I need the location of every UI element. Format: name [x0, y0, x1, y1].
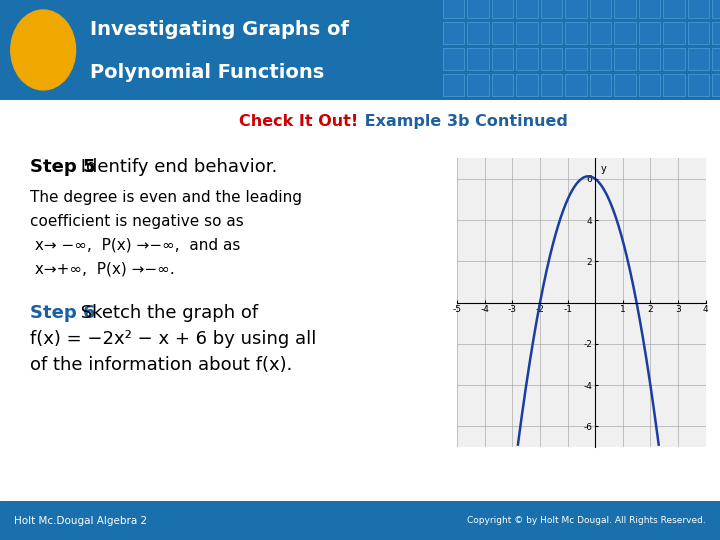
Text: f(x) = −2x² − x + 6 by using all: f(x) = −2x² − x + 6 by using all — [30, 330, 316, 348]
Bar — [590, 48, 611, 70]
Bar — [443, 74, 464, 96]
Text: Investigating Graphs of: Investigating Graphs of — [90, 21, 349, 39]
Bar — [467, 74, 489, 96]
Bar — [516, 48, 538, 70]
Bar — [639, 48, 660, 70]
Bar — [467, 22, 489, 44]
Text: Holt Mc.Dougal Algebra 2: Holt Mc.Dougal Algebra 2 — [14, 516, 148, 525]
Bar — [688, 22, 709, 44]
Text: Check It Out!: Check It Out! — [239, 114, 358, 129]
Bar — [614, 0, 636, 18]
Bar — [590, 74, 611, 96]
Bar — [492, 22, 513, 44]
Bar — [614, 22, 636, 44]
Bar — [565, 22, 587, 44]
Bar — [541, 22, 562, 44]
Bar — [516, 22, 538, 44]
Bar — [467, 0, 489, 18]
Bar — [688, 74, 709, 96]
Bar — [663, 0, 685, 18]
Bar — [712, 0, 720, 18]
Bar — [590, 22, 611, 44]
Bar — [688, 0, 709, 18]
Bar — [712, 48, 720, 70]
Bar — [516, 0, 538, 18]
Bar — [565, 0, 587, 18]
Ellipse shape — [11, 10, 76, 90]
Text: x→+∞,  P(x) →−∞.: x→+∞, P(x) →−∞. — [30, 262, 175, 277]
Text: x→ −∞,  P(x) →−∞,  and as: x→ −∞, P(x) →−∞, and as — [30, 238, 240, 253]
Bar — [492, 48, 513, 70]
Bar — [541, 0, 562, 18]
Text: Sketch the graph of: Sketch the graph of — [75, 304, 258, 322]
Text: Copyright © by Holt Mc Dougal. All Rights Reserved.: Copyright © by Holt Mc Dougal. All Right… — [467, 516, 706, 525]
Bar — [565, 48, 587, 70]
Bar — [443, 0, 464, 18]
Text: The degree is even and the leading: The degree is even and the leading — [30, 190, 302, 205]
Bar — [712, 74, 720, 96]
Bar — [516, 74, 538, 96]
Text: Polynomial Functions: Polynomial Functions — [90, 63, 324, 83]
Text: coefficient is negative so as: coefficient is negative so as — [30, 214, 244, 229]
Text: Example 3b Continued: Example 3b Continued — [359, 114, 568, 129]
Text: Identify end behavior.: Identify end behavior. — [75, 158, 277, 176]
Bar — [639, 0, 660, 18]
Bar — [663, 74, 685, 96]
Bar — [712, 22, 720, 44]
Bar — [492, 0, 513, 18]
Bar — [639, 22, 660, 44]
Bar — [443, 48, 464, 70]
Bar — [614, 74, 636, 96]
Bar — [639, 74, 660, 96]
Bar — [541, 74, 562, 96]
Text: y: y — [600, 165, 606, 174]
Text: Step 5: Step 5 — [30, 158, 96, 176]
Bar — [492, 74, 513, 96]
Bar — [565, 74, 587, 96]
Bar — [688, 48, 709, 70]
Bar — [590, 0, 611, 18]
Text: Step 6: Step 6 — [30, 304, 96, 322]
Bar — [614, 48, 636, 70]
Bar — [467, 48, 489, 70]
Bar — [663, 22, 685, 44]
Bar — [663, 48, 685, 70]
Bar — [541, 48, 562, 70]
Text: of the information about f(x).: of the information about f(x). — [30, 356, 292, 374]
Bar — [443, 22, 464, 44]
